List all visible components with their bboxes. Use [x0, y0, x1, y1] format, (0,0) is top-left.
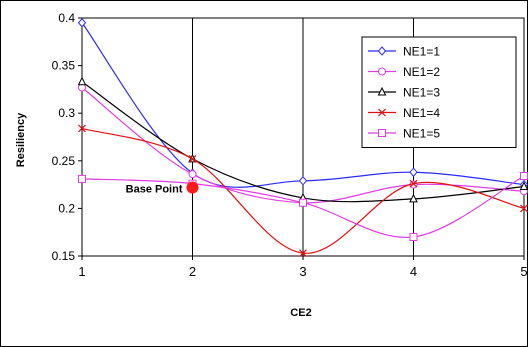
x-axis-label: CE2	[290, 307, 311, 319]
data-point	[78, 124, 86, 133]
legend-marker	[377, 86, 387, 96]
legend-item: NE1=2	[368, 65, 440, 79]
data-point	[519, 181, 528, 191]
x-tick-label: 1	[78, 264, 85, 279]
legend-item: NE1=4	[368, 106, 440, 120]
data-point	[188, 170, 197, 179]
legend-marker	[378, 67, 386, 76]
legend-label: NE1=1	[403, 45, 440, 59]
data-point	[409, 167, 418, 177]
annotations: Base Point	[126, 181, 199, 195]
y-tick-label: 0.25	[52, 154, 76, 168]
data-point	[77, 18, 87, 28]
legend-marker-stroke	[378, 108, 386, 117]
data-point	[78, 174, 86, 183]
data-point	[409, 232, 418, 241]
legend-item: NE1=1	[368, 45, 440, 59]
data-point	[520, 204, 528, 213]
data-point	[77, 76, 87, 86]
y-axis-label: Resiliency	[15, 112, 27, 167]
y-tick-label: 0.2	[58, 201, 75, 215]
data-point-stroke	[188, 154, 197, 163]
legend-item: NE1=5	[368, 127, 440, 141]
data-point-stroke	[78, 124, 86, 133]
series-lines	[77, 18, 528, 258]
data-point-stroke	[409, 179, 418, 188]
data-point	[520, 172, 528, 181]
legend-marker	[378, 129, 386, 137]
x-tick-label: 4	[410, 264, 417, 279]
data-point-stroke	[299, 249, 307, 258]
y-tick-label: 0.3	[58, 106, 75, 120]
y-tick-label: 0.35	[52, 59, 76, 73]
y-tick-label: 0.4	[58, 11, 75, 25]
data-point	[188, 154, 197, 163]
series-line	[81, 22, 525, 188]
legend-marker	[377, 46, 387, 56]
data-point-stroke	[520, 204, 528, 213]
series-4	[78, 124, 528, 258]
legend-item: NE1=3	[368, 86, 440, 100]
x-tick-label: 3	[299, 264, 306, 279]
data-point	[299, 249, 307, 258]
data-point	[298, 176, 308, 186]
base-point-marker	[186, 181, 199, 194]
data-point	[409, 193, 418, 203]
legend-label: NE1=5	[403, 127, 440, 141]
data-point	[299, 198, 307, 207]
axis-ticks: 1 2 3 4 5 0.15 0.2 0.25 0.3 0.35 0.4	[52, 11, 528, 279]
legend: NE1=1 NE1=2 NE1=3 NE1=4 NE1=5	[361, 36, 517, 148]
legend-label: NE1=4	[403, 106, 440, 120]
legend-label: NE1=2	[403, 65, 440, 79]
base-point-label: Base Point	[126, 183, 183, 195]
series-1	[77, 18, 528, 190]
legend-label: NE1=3	[403, 86, 440, 100]
y-tick-label: 0.15	[52, 249, 76, 263]
x-tick-label: 5	[520, 264, 527, 279]
x-tick-label: 2	[189, 264, 196, 279]
data-point	[409, 179, 418, 188]
legend-marker	[378, 108, 386, 117]
